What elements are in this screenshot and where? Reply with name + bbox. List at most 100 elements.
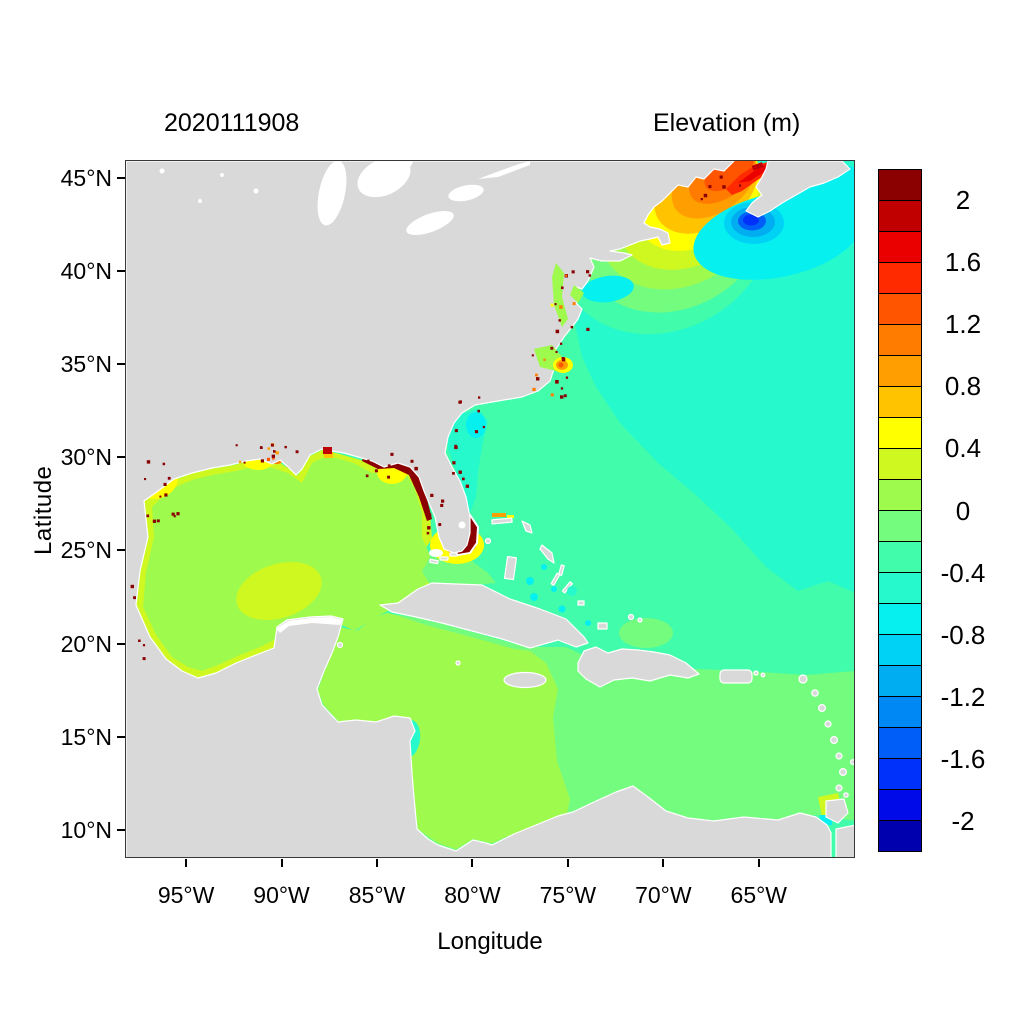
flood-speckle <box>586 270 590 274</box>
flood-speckle <box>561 357 565 361</box>
jamaica <box>503 671 547 689</box>
colorbar-segment <box>879 231 921 262</box>
colorbar-tick-label: 1.6 <box>944 247 982 278</box>
flood-speckle <box>146 514 150 518</box>
cuba <box>379 582 589 649</box>
flood-speckle <box>565 274 568 277</box>
flood-speckle <box>271 454 275 458</box>
lakes-layer <box>159 161 530 633</box>
y-tick-mark <box>117 270 125 273</box>
flood-speckle <box>275 451 279 455</box>
colorbar-tick-label: -0.8 <box>940 619 986 650</box>
flood-speckle <box>452 472 455 475</box>
flood-speckle <box>722 185 726 189</box>
nova-scotia <box>745 161 851 218</box>
flood-speckle <box>387 464 391 468</box>
gulf-of-mexico-layer <box>130 450 486 679</box>
flood-speckle <box>555 380 559 384</box>
colorbar-tick-label: -0.4 <box>940 557 986 588</box>
x-axis-title: Longitude <box>437 928 543 955</box>
colorbar-segment <box>879 262 921 293</box>
flood-speckle <box>558 319 561 322</box>
flood-speckle <box>570 325 574 329</box>
map-canvas <box>126 161 854 857</box>
flood-speckle <box>452 461 456 465</box>
flood-speckle <box>387 475 390 479</box>
flood-speckle <box>532 387 536 392</box>
flood-speckle <box>561 286 564 290</box>
flood-speckle <box>374 469 378 473</box>
colorbar-segment <box>879 200 921 231</box>
x-tick-label: 85°W <box>348 882 406 908</box>
colorbar-title: Elevation (m) <box>653 109 801 137</box>
y-tick-label: 20°N <box>60 630 112 657</box>
flood-speckle <box>462 477 465 481</box>
flood-speckle <box>238 460 242 464</box>
flood-speckle <box>159 495 162 498</box>
colorbar-segment <box>879 386 921 417</box>
flood-speckle <box>243 461 246 464</box>
colorbar-segment <box>879 572 921 603</box>
x-tick-label: 70°W <box>635 882 692 908</box>
flood-speckle <box>571 270 575 274</box>
flood-speckle <box>477 409 480 413</box>
flood-speckle <box>260 459 264 463</box>
flood-speckle <box>572 302 576 306</box>
hispaniola <box>577 646 700 688</box>
y-tick-mark <box>117 549 125 552</box>
colorbar-segment <box>879 820 921 851</box>
flood-speckle <box>700 198 703 201</box>
flood-speckle <box>559 342 563 345</box>
flood-speckle <box>482 425 485 429</box>
flood-speckle <box>719 175 723 179</box>
flood-speckle <box>365 474 369 478</box>
colorbar-segment <box>879 789 921 820</box>
y-tick-label: 30°N <box>60 444 112 471</box>
flood-speckle <box>266 457 270 461</box>
flood-speckle <box>414 466 418 471</box>
colorbar-segment <box>879 758 921 789</box>
estuary-layer <box>323 263 591 626</box>
colorbar-segment <box>879 293 921 324</box>
colorbar-tick-label: 1.2 <box>944 309 982 340</box>
flood-speckle <box>410 459 414 463</box>
caribbean-layer <box>316 553 854 851</box>
flood-speckle <box>173 515 176 518</box>
y-tick-mark <box>117 735 125 738</box>
flood-speckle <box>176 512 180 516</box>
flood-speckle <box>270 443 274 447</box>
y-tick-mark <box>117 456 125 459</box>
flood-speckle <box>440 503 444 507</box>
flood-speckle <box>560 395 564 399</box>
flood-speckle <box>535 373 538 377</box>
x-tick-label: 80°W <box>444 882 501 908</box>
timestamp-title: 2020111908 <box>164 109 300 137</box>
flood-speckle <box>588 274 591 277</box>
y-tick-mark <box>117 363 125 366</box>
flood-speckle <box>555 329 560 334</box>
flood-speckle <box>474 430 478 434</box>
colorbar-segment <box>879 727 921 758</box>
colorbar-segment <box>879 634 921 665</box>
colorbar-tick-label: 0.4 <box>944 433 982 464</box>
flood-speckle <box>427 526 431 530</box>
flood-speckle <box>454 429 458 433</box>
flood-speckle <box>164 493 168 497</box>
y-tick-label: 15°N <box>60 723 112 750</box>
flood-speckle <box>550 393 554 397</box>
flood-speckle <box>586 327 590 331</box>
flood-speckle <box>272 457 275 460</box>
flood-speckle <box>438 523 442 526</box>
flood-speckle <box>428 513 432 516</box>
flood-speckle <box>171 512 175 516</box>
y-tick-label: 45°N <box>60 165 112 192</box>
x-tick-label: 90°W <box>253 882 310 908</box>
flood-speckle <box>478 396 481 399</box>
flood-speckle <box>458 470 462 474</box>
y-tick-mark <box>117 642 125 645</box>
flood-speckle <box>138 639 141 642</box>
colorbar <box>878 169 922 852</box>
flood-speckle <box>142 644 146 647</box>
y-tick-label: 40°N <box>60 258 112 285</box>
